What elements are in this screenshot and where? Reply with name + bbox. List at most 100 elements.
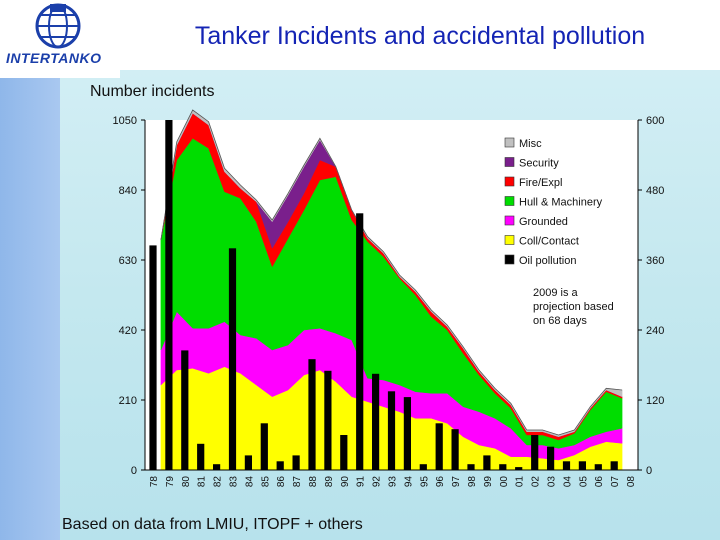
x-tick-label: 01 <box>515 476 526 488</box>
x-tick-label: 92 <box>372 476 383 488</box>
x-tick-label: 95 <box>419 476 430 488</box>
bar-oil-pollution-02 <box>531 435 539 470</box>
x-tick-label: 98 <box>467 476 478 488</box>
x-tick-label: 07 <box>610 476 621 488</box>
right-tick-label: 120 <box>646 395 664 407</box>
x-tick-label: 79 <box>165 476 176 488</box>
x-tick-label: 86 <box>276 476 287 488</box>
bar-oil-pollution-05 <box>578 461 586 471</box>
bar-oil-pollution-82 <box>213 464 221 470</box>
x-tick-label: 81 <box>197 476 208 488</box>
legend-swatch <box>504 176 515 187</box>
projection-note: projection based <box>533 301 614 313</box>
legend-label: Coll/Contact <box>519 236 579 248</box>
bar-oil-pollution-03 <box>547 446 555 470</box>
legend-swatch <box>504 157 515 167</box>
x-tick-label: 08 <box>626 476 637 488</box>
x-tick-label: 90 <box>340 476 351 488</box>
x-tick-label: 02 <box>531 476 542 488</box>
x-tick-label: 03 <box>547 476 558 488</box>
right-tick-label: 240 <box>646 325 664 337</box>
legend-label: Grounded <box>519 216 568 228</box>
left-tick-label: 630 <box>119 255 137 267</box>
bar-oil-pollution-83 <box>228 248 237 470</box>
bar-oil-pollution-95 <box>419 464 427 470</box>
bar-oil-pollution-84 <box>244 455 252 470</box>
x-tick-label: 05 <box>578 476 589 488</box>
left-axis-title: Number incidents <box>90 83 215 100</box>
x-tick-label: 88 <box>308 476 319 488</box>
x-tick-label: 83 <box>228 476 239 488</box>
left-decor-band <box>0 0 60 540</box>
bar-oil-pollution-93 <box>387 391 396 471</box>
bar-oil-pollution-01 <box>515 467 523 470</box>
x-tick-label: 78 <box>149 476 160 488</box>
x-tick-label: 80 <box>181 476 192 488</box>
bar-oil-pollution-79 <box>165 120 173 470</box>
x-tick-label: 84 <box>244 476 255 488</box>
left-tick-label: 420 <box>119 325 137 337</box>
projection-note: 2009 is a <box>533 287 579 299</box>
header-band <box>120 0 720 70</box>
legend-label: Misc <box>519 138 542 150</box>
legend-label: Hull & Machinery <box>519 197 603 209</box>
bar-oil-pollution-04 <box>562 461 571 471</box>
bar-oil-pollution-91 <box>356 213 364 471</box>
x-tick-label: 06 <box>594 476 605 488</box>
bar-oil-pollution-88 <box>308 359 316 470</box>
left-tick-label: 1050 <box>113 115 137 127</box>
bar-oil-pollution-80 <box>181 350 189 470</box>
x-tick-label: 93 <box>388 476 399 488</box>
x-tick-label: 82 <box>213 476 224 488</box>
bar-oil-pollution-00 <box>499 464 507 470</box>
x-tick-label: 87 <box>292 476 303 488</box>
legend-label: Security <box>519 158 559 170</box>
right-tick-label: 600 <box>646 115 664 127</box>
x-tick-label: 89 <box>324 476 335 488</box>
x-tick-label: 99 <box>483 476 494 488</box>
bar-oil-pollution-81 <box>197 443 205 471</box>
legend-swatch <box>504 215 515 226</box>
projection-note: on 68 days <box>533 315 587 327</box>
footnote: Based on data from LMIU, ITOPF + others <box>62 516 363 533</box>
legend-label: Oil pollution <box>519 255 576 267</box>
bar-oil-pollution-89 <box>324 370 332 470</box>
bar-oil-pollution-98 <box>467 464 475 470</box>
globe-logo-icon <box>35 3 81 49</box>
legend-swatch <box>504 235 515 245</box>
x-tick-label: 04 <box>562 476 573 488</box>
bar-oil-pollution-90 <box>340 435 348 470</box>
left-tick-label: 840 <box>119 185 137 197</box>
bar-oil-pollution-78 <box>149 245 157 470</box>
bar-oil-pollution-92 <box>372 373 380 471</box>
legend-swatch <box>504 254 515 265</box>
x-tick-label: 91 <box>356 476 367 488</box>
legend-label: Fire/Expl <box>519 177 562 189</box>
bar-oil-pollution-85 <box>260 423 268 470</box>
x-tick-label: 00 <box>499 476 510 488</box>
right-tick-label: 0 <box>646 465 652 477</box>
right-tick-label: 480 <box>646 185 664 197</box>
right-tick-label: 360 <box>646 255 664 267</box>
x-tick-label: 96 <box>435 476 446 488</box>
brand-name: INTERTANKO <box>6 50 102 66</box>
x-tick-label: 94 <box>403 476 414 488</box>
bar-oil-pollution-94 <box>403 397 411 470</box>
bar-oil-pollution-96 <box>435 423 443 470</box>
bar-oil-pollution-06 <box>594 464 602 470</box>
legend-swatch <box>504 196 515 206</box>
bar-oil-pollution-86 <box>276 461 284 471</box>
area-total-outline <box>160 109 623 436</box>
bar-oil-pollution-99 <box>483 455 491 470</box>
slide-title: Tanker Incidents and accidental pollutio… <box>194 22 646 50</box>
bar-oil-pollution-87 <box>292 455 300 470</box>
bar-oil-pollution-97 <box>451 429 459 470</box>
x-tick-label: 97 <box>451 476 462 488</box>
legend-swatch <box>504 137 515 148</box>
x-tick-label: 85 <box>260 476 271 488</box>
left-tick-label: 210 <box>119 395 137 407</box>
left-tick-label: 0 <box>131 465 137 477</box>
logo: INTERTANKO <box>0 0 120 78</box>
bar-oil-pollution-07 <box>610 461 618 471</box>
